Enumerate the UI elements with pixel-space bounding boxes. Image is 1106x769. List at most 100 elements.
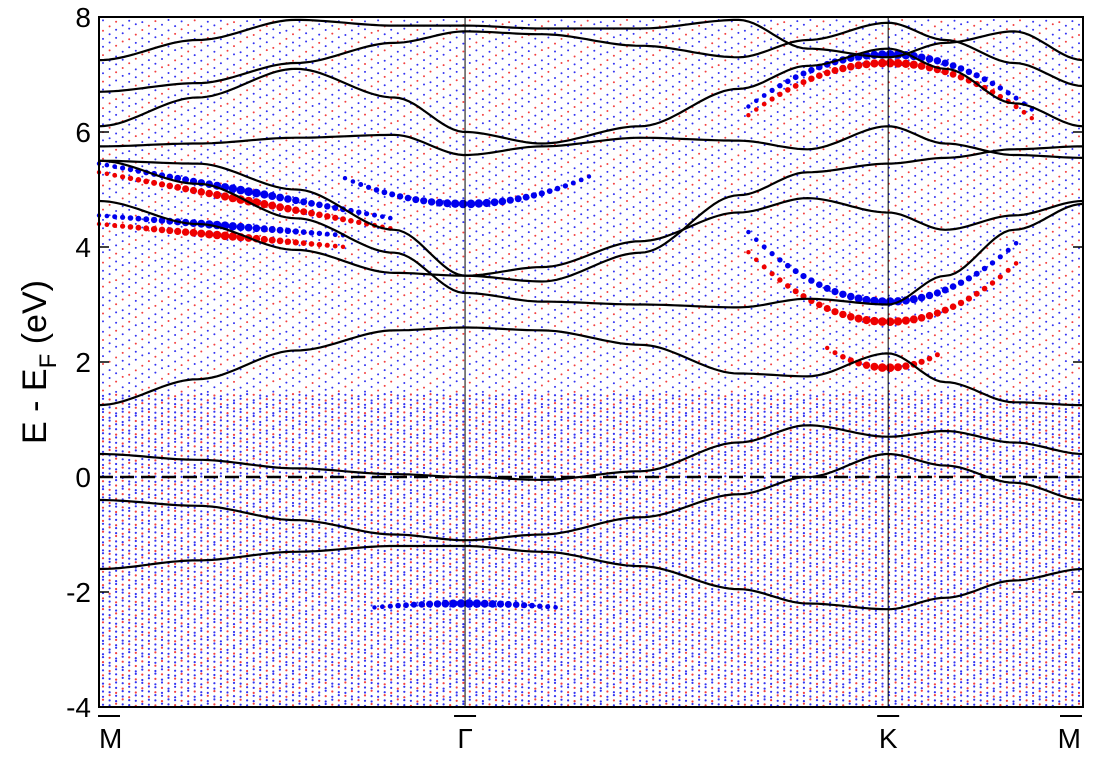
weight-dot	[174, 517, 177, 520]
weight-dot	[219, 586, 222, 590]
weight-dot	[239, 471, 242, 474]
weight-dot	[377, 570, 380, 573]
weight-dot	[193, 608, 196, 611]
weight-dot	[272, 140, 275, 143]
weight-dot	[213, 415, 216, 418]
weight-dot	[331, 283, 334, 286]
weight-dot	[265, 102, 268, 105]
weight-dot	[174, 592, 177, 595]
weight-dot	[292, 299, 294, 302]
weight-dot	[239, 317, 242, 320]
weight-dot	[219, 523, 222, 526]
weight-dot	[226, 393, 229, 396]
weight-dot	[187, 591, 190, 594]
weight-dot	[357, 187, 360, 190]
weight-dot	[193, 639, 196, 643]
weight-dot	[160, 484, 164, 487]
weight-dot	[121, 519, 124, 522]
weight-dot	[121, 471, 124, 474]
weight-dot	[213, 652, 216, 655]
weight-dot	[141, 402, 144, 405]
weight-dot	[115, 345, 118, 348]
weight-dot	[298, 428, 301, 431]
weight-dot	[206, 436, 209, 439]
weight-dot	[187, 540, 190, 543]
weight-dot	[167, 450, 170, 453]
weight-dot	[219, 278, 222, 281]
weight-dot	[147, 626, 150, 629]
weight-dot	[121, 325, 124, 328]
weight-dot	[363, 425, 367, 428]
weight-dot	[200, 118, 203, 121]
weight-dot	[311, 651, 314, 654]
weight-dot	[232, 633, 236, 637]
weight-dot	[246, 621, 249, 625]
weight-dot	[370, 343, 373, 346]
weight-dot	[154, 454, 157, 457]
weight-dot	[160, 702, 164, 705]
weight-dot	[174, 405, 177, 409]
weight-dot	[370, 489, 373, 492]
weight-dot	[324, 630, 327, 634]
weight-dot	[134, 49, 137, 52]
weight-dot	[200, 686, 203, 689]
weight-dot	[200, 68, 203, 70]
weight-dot	[239, 634, 242, 637]
weight-dot	[167, 548, 170, 552]
weight-dot	[193, 389, 196, 392]
weight-dot	[291, 699, 295, 702]
weight-dot	[219, 403, 222, 406]
weight-dot	[187, 687, 190, 690]
weight-dot	[174, 264, 177, 267]
weight-dot	[344, 231, 347, 234]
weight-dot	[101, 661, 105, 664]
weight-dot	[206, 148, 209, 151]
weight-dot	[128, 251, 131, 254]
weight-dot	[350, 493, 353, 496]
weight-dot	[108, 600, 111, 603]
weight-dot	[160, 587, 164, 591]
weight-dot	[101, 528, 105, 531]
weight-dot	[232, 689, 236, 692]
weight-dot	[232, 604, 236, 607]
weight-dot	[259, 88, 262, 91]
weight-dot	[219, 304, 222, 307]
weight-dot	[226, 161, 229, 164]
weight-dot	[331, 83, 334, 86]
weight-dot	[193, 618, 196, 621]
weight-dot	[233, 269, 235, 272]
weight-dot	[154, 523, 157, 526]
weight-dot	[291, 686, 295, 689]
weight-dot	[363, 600, 367, 604]
weight-dot	[154, 393, 157, 396]
weight-dot	[292, 75, 294, 78]
weight-dot	[278, 24, 281, 26]
weight-dot	[180, 201, 183, 204]
weight-dot	[350, 596, 353, 600]
weight-dot	[298, 28, 301, 31]
weight-dot	[115, 601, 118, 604]
weight-dot	[311, 517, 314, 520]
weight-dot	[174, 317, 177, 320]
weight-dot	[206, 55, 209, 58]
weight-dot	[370, 500, 373, 503]
weight-dot	[239, 325, 242, 328]
weight-dot	[278, 492, 281, 495]
weight-dot	[187, 450, 190, 453]
weight-dot	[187, 66, 190, 69]
weight-dot	[141, 511, 144, 514]
weight-dot	[200, 315, 203, 318]
weight-dot	[226, 57, 229, 60]
weight-dot	[187, 119, 190, 122]
weight-dot	[102, 45, 104, 48]
weight-dot	[160, 513, 164, 516]
weight-dot	[206, 612, 209, 615]
weight-dot	[344, 574, 347, 577]
weight-dot	[121, 170, 124, 173]
weight-dot	[285, 157, 288, 160]
weight-dot	[206, 596, 209, 599]
weight-dot	[337, 174, 340, 177]
weight-dot	[200, 384, 203, 387]
weight-dot	[206, 630, 209, 633]
weight-dot	[161, 308, 163, 311]
